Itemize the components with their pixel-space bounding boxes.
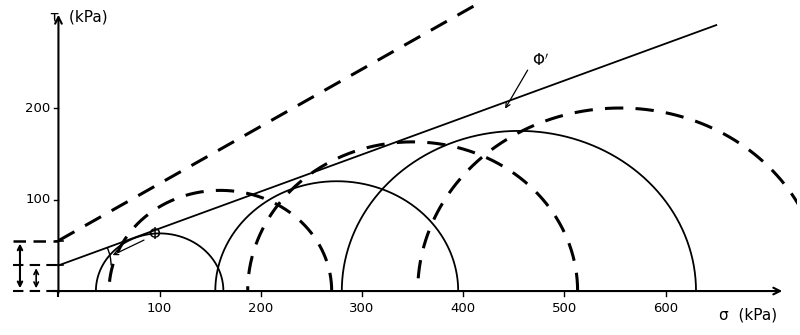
Text: 100: 100 bbox=[147, 302, 172, 315]
Text: $\Phi$: $\Phi$ bbox=[148, 226, 161, 242]
Text: 100: 100 bbox=[25, 193, 50, 206]
Text: 200: 200 bbox=[248, 302, 274, 315]
Text: 200: 200 bbox=[25, 102, 50, 115]
Text: 600: 600 bbox=[653, 302, 678, 315]
Text: 500: 500 bbox=[552, 302, 577, 315]
Text: $\Phi'$: $\Phi'$ bbox=[532, 52, 549, 69]
Text: τ  (kPa): τ (kPa) bbox=[50, 9, 108, 24]
Text: 300: 300 bbox=[350, 302, 374, 315]
Text: σ  (kPa): σ (kPa) bbox=[719, 308, 777, 323]
Text: 400: 400 bbox=[450, 302, 476, 315]
